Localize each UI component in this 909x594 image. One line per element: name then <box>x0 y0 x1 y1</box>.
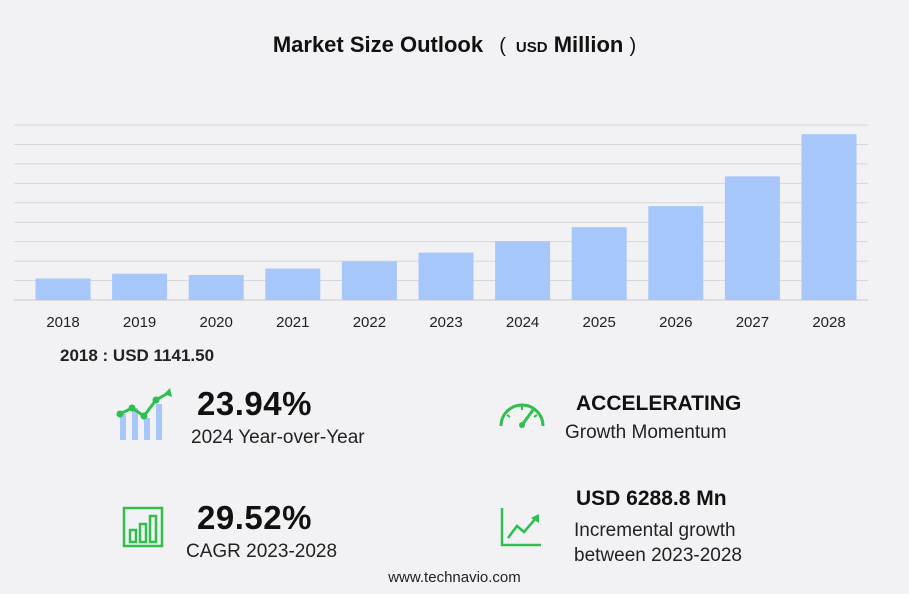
bar-2026 <box>648 206 704 300</box>
x-tick-label: 2024 <box>506 314 539 331</box>
incremental-label-line1: Incremental growth <box>574 520 736 541</box>
title-main: Market Size Outlook <box>272 32 484 57</box>
title-unit-small: USD <box>515 39 548 56</box>
momentum-value: ACCELERATING <box>576 392 742 415</box>
x-tick-label: 2019 <box>123 314 156 331</box>
bar-2027 <box>724 176 780 300</box>
yoy-label: 2024 Year-over-Year <box>191 427 365 448</box>
incremental-label-line2: between 2023-2028 <box>574 545 742 566</box>
title-open-paren: ( <box>499 35 506 57</box>
bar-2023 <box>418 252 474 300</box>
x-tick-label: 2026 <box>659 314 692 331</box>
momentum-label: Growth Momentum <box>565 422 727 443</box>
x-tick-label: 2018 <box>46 314 79 331</box>
bar-2019 <box>112 273 168 300</box>
base-year-value: 2018 : USD 1141.50 <box>60 346 215 365</box>
x-tick-label: 2028 <box>812 314 845 331</box>
bar-2022 <box>341 261 397 300</box>
cagr-label: CAGR 2023-2028 <box>186 541 338 562</box>
title-unit-big: Million <box>553 32 624 57</box>
bar-2024 <box>495 241 551 300</box>
incremental-value: USD 6288.8 Mn <box>576 487 727 510</box>
x-tick-label: 2021 <box>276 314 309 331</box>
chart-title: Market Size Outlook ( USD Million ) <box>0 32 909 58</box>
x-tick-label: 2023 <box>429 314 462 331</box>
growth-chart-icon <box>116 388 172 440</box>
footer-url: www.technavio.com <box>388 569 521 586</box>
title-close-paren: ) <box>629 35 637 57</box>
trend-up-icon <box>500 508 541 547</box>
yoy-value: 23.94% <box>197 385 312 422</box>
x-tick-label: 2020 <box>200 314 233 331</box>
bar-2020 <box>188 274 244 300</box>
bar-chart-icon <box>122 506 164 548</box>
bar-2025 <box>571 227 627 300</box>
bar-2021 <box>265 268 321 300</box>
cagr-value: 29.52% <box>197 499 312 536</box>
x-tick-label: 2025 <box>583 314 616 331</box>
bar-chart: 2018 2019 2020 2021 2022 2023 2024 2025 2026 2027… <box>14 124 868 331</box>
x-tick-label: 2022 <box>353 314 386 331</box>
bar-2018 <box>35 278 91 300</box>
bar-2028 <box>801 134 857 300</box>
x-tick-label: 2027 <box>736 314 769 331</box>
speedometer-icon <box>499 403 545 428</box>
